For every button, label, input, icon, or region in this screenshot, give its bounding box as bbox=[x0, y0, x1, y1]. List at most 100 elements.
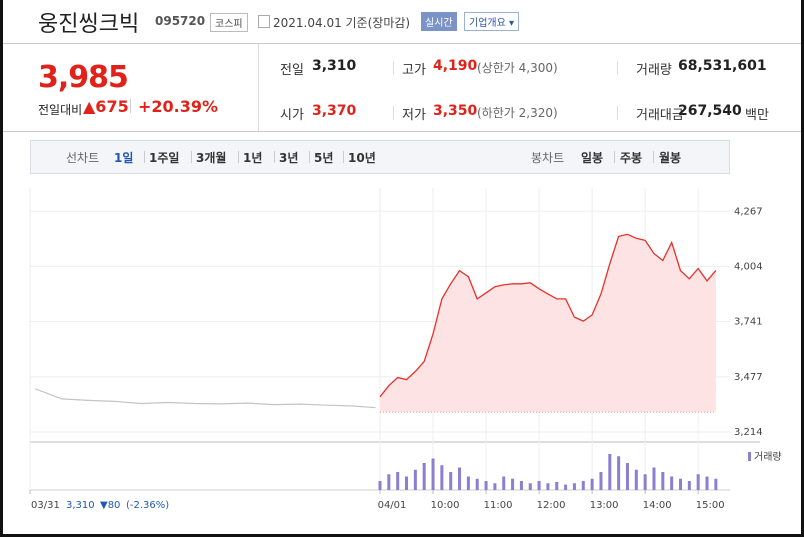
volume-bar bbox=[590, 478, 594, 490]
volume-bar bbox=[396, 472, 400, 490]
quote-value: 4,190 bbox=[433, 58, 478, 74]
quote-label: 저가 bbox=[402, 108, 426, 123]
volume-bar bbox=[528, 483, 532, 490]
y-tick-label: 3,214 bbox=[734, 427, 763, 438]
stock-code: 095720 bbox=[155, 14, 206, 28]
calendar-icon bbox=[258, 15, 270, 28]
volume-bar bbox=[581, 481, 585, 490]
divider bbox=[393, 106, 394, 120]
x-tick-label: 15:00 bbox=[696, 500, 725, 511]
x-tick-label: 11:00 bbox=[484, 500, 513, 511]
volume-bar bbox=[431, 458, 435, 490]
candle-tab[interactable]: 주봉 bbox=[620, 151, 643, 165]
candle-tab[interactable]: 일봉 bbox=[581, 151, 604, 165]
divider bbox=[238, 151, 239, 163]
period-tab[interactable]: 1일 bbox=[114, 151, 134, 165]
period-tab[interactable]: 5년 bbox=[314, 151, 334, 165]
volume-bar bbox=[449, 472, 453, 490]
volume-bar bbox=[687, 481, 691, 490]
quote-value: 68,531,601 bbox=[678, 58, 767, 74]
divider bbox=[614, 151, 615, 163]
volume-bar bbox=[617, 456, 621, 490]
quote-note: (하한가 2,320) bbox=[477, 106, 558, 120]
quote-unit: 백만 bbox=[745, 108, 769, 123]
quote-box: 3,985 전일대비 ▲675 +20.39% 전일 3,310 고가 4,190 (상… bbox=[3, 43, 801, 132]
legend-label: 거래량 bbox=[754, 451, 782, 463]
price-area bbox=[380, 234, 716, 412]
volume-bar bbox=[387, 474, 391, 490]
volume-bar bbox=[537, 481, 541, 490]
divider bbox=[617, 106, 618, 120]
market-badge: 코스피 bbox=[210, 13, 248, 32]
volume-bar bbox=[705, 476, 709, 490]
volume-bar bbox=[475, 478, 479, 490]
period-tab[interactable]: 3개월 bbox=[196, 151, 227, 165]
volume-bar bbox=[608, 454, 612, 490]
period-tab[interactable]: 1주일 bbox=[149, 151, 180, 165]
divider bbox=[274, 151, 275, 163]
prev-rate: (-2.36%) bbox=[126, 500, 169, 511]
volume-bar bbox=[625, 463, 629, 490]
date: 2021.04.01 기준(장마감) bbox=[273, 16, 411, 30]
x-tick-label: 14:00 bbox=[643, 500, 672, 511]
x-tick-label: 10:00 bbox=[431, 500, 460, 511]
period-tab[interactable]: 1년 bbox=[243, 151, 263, 165]
quote-label: 거래량 bbox=[636, 63, 672, 78]
price: 3,985 bbox=[38, 60, 129, 95]
x-tick-label: 13:00 bbox=[590, 500, 619, 511]
volume-bar bbox=[652, 467, 656, 490]
quote-label: 전일 bbox=[280, 63, 304, 78]
volume-bar bbox=[466, 476, 470, 490]
quote-value: 3,370 bbox=[312, 103, 357, 119]
volume-bar bbox=[696, 474, 700, 490]
volume-bar bbox=[511, 478, 515, 490]
volume-bar bbox=[440, 465, 444, 490]
quote-label: 거래대금 bbox=[636, 108, 684, 123]
volume-bar bbox=[714, 478, 718, 490]
divider bbox=[393, 61, 394, 75]
volume-bar bbox=[679, 478, 683, 490]
realtime-button[interactable]: 실시간 bbox=[421, 12, 457, 31]
volume-bar bbox=[572, 483, 576, 490]
volume-bar bbox=[484, 481, 488, 490]
stock-name: 웅진씽크빅 bbox=[38, 12, 140, 37]
volume-bar bbox=[422, 463, 426, 490]
volume-bar bbox=[502, 476, 506, 490]
divider bbox=[309, 151, 310, 163]
candle-tab[interactable]: 월봉 bbox=[659, 151, 682, 165]
quote-note: (상한가 4,300) bbox=[477, 61, 558, 75]
volume-bar bbox=[519, 481, 523, 490]
company-label: 기업개요 bbox=[469, 18, 506, 29]
volume-bar bbox=[555, 481, 559, 490]
y-tick-label: 4,004 bbox=[734, 261, 763, 272]
volume-bar bbox=[670, 476, 674, 490]
divider bbox=[130, 99, 131, 113]
y-tick-label: 3,741 bbox=[734, 317, 763, 328]
quote-value: 267,540 bbox=[678, 103, 742, 119]
volume-bar bbox=[493, 483, 497, 490]
divider bbox=[258, 44, 259, 131]
volume-bar bbox=[661, 472, 665, 490]
divider bbox=[144, 151, 145, 163]
tab-group-label: 봉차트 bbox=[531, 151, 565, 165]
tab-group-label: 선차트 bbox=[66, 151, 100, 165]
change: ▲675 bbox=[83, 97, 129, 116]
quote-value: 3,350 bbox=[433, 103, 478, 119]
prev-day-line bbox=[35, 388, 376, 409]
divider bbox=[343, 151, 344, 163]
volume-bar bbox=[546, 483, 550, 490]
volume-bar bbox=[643, 474, 647, 490]
company-button[interactable]: 기업개요 ▾ bbox=[464, 12, 520, 31]
period-tab[interactable]: 10년 bbox=[348, 151, 376, 165]
period-tab[interactable]: 3년 bbox=[279, 151, 299, 165]
x-tick-label: 12:00 bbox=[537, 500, 566, 511]
volume-bar bbox=[564, 484, 568, 490]
volume-bar bbox=[458, 467, 462, 490]
x-tick-label: 03/31 bbox=[31, 500, 60, 511]
price-line bbox=[379, 233, 717, 398]
divider bbox=[617, 61, 618, 75]
prev-close: 3,310 bbox=[66, 500, 95, 511]
